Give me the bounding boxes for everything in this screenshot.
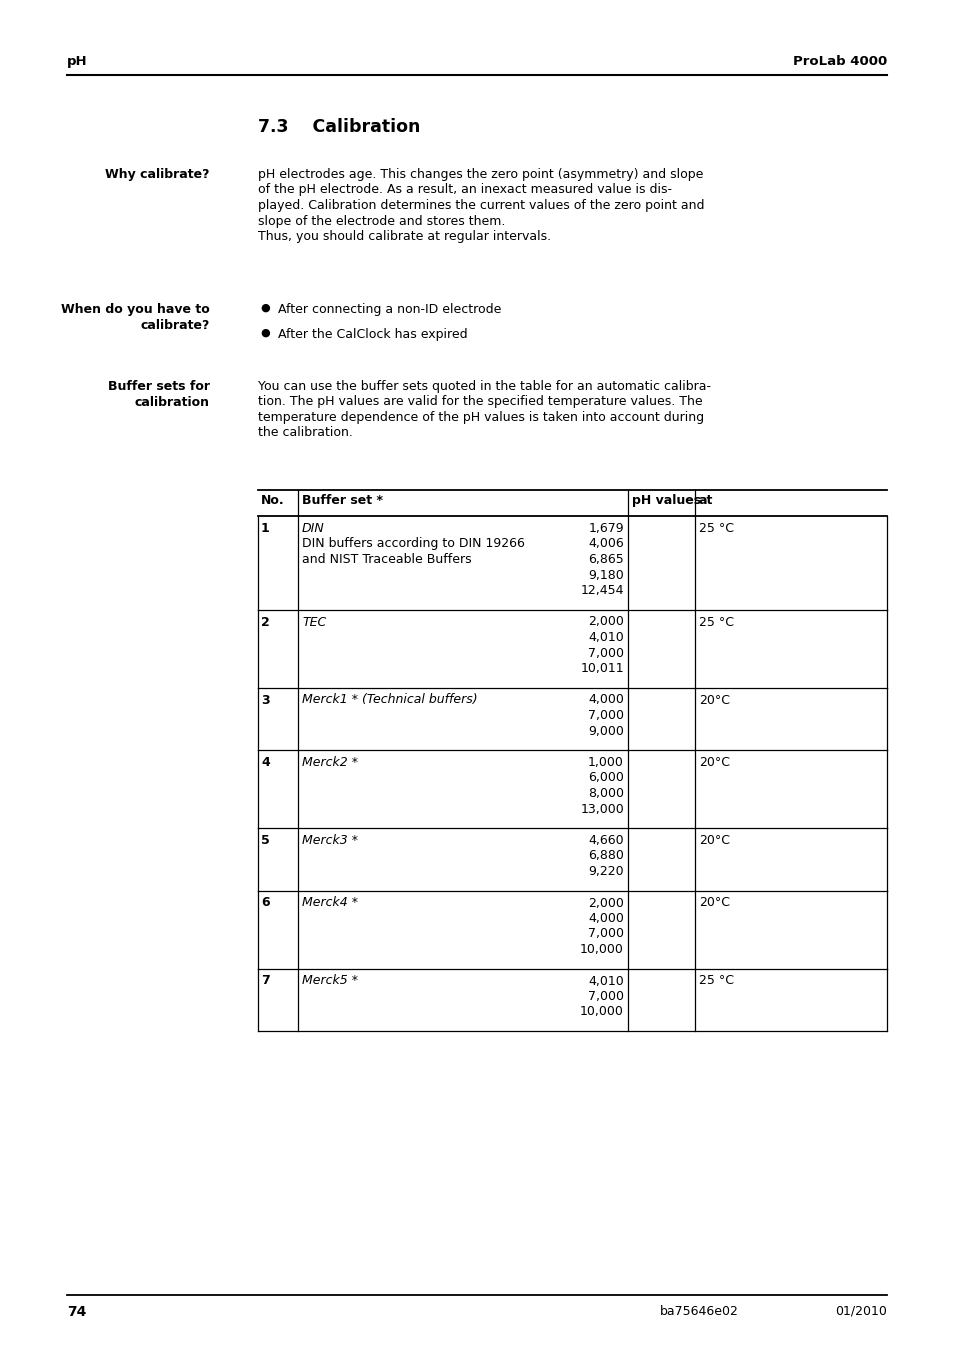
Text: 4,660: 4,660 — [588, 834, 623, 847]
Text: 7: 7 — [261, 974, 270, 988]
Text: Merck5 *: Merck5 * — [302, 974, 357, 988]
Text: 1: 1 — [261, 521, 270, 535]
Text: 1,000: 1,000 — [587, 757, 623, 769]
Text: pH: pH — [67, 55, 88, 68]
Text: 25 °C: 25 °C — [699, 521, 733, 535]
Text: 6,000: 6,000 — [587, 771, 623, 785]
Text: When do you have to: When do you have to — [61, 303, 210, 316]
Text: 20°C: 20°C — [699, 834, 729, 847]
Text: pH electrodes age. This changes the zero point (asymmetry) and slope: pH electrodes age. This changes the zero… — [257, 168, 702, 181]
Text: 1,679: 1,679 — [588, 521, 623, 535]
Text: and NIST Traceable Buffers: and NIST Traceable Buffers — [302, 553, 471, 566]
Text: 7,000: 7,000 — [587, 928, 623, 940]
Text: 4,010: 4,010 — [588, 631, 623, 644]
Text: 6,865: 6,865 — [588, 553, 623, 566]
Text: the calibration.: the calibration. — [257, 427, 353, 439]
Text: 9,220: 9,220 — [588, 865, 623, 878]
Text: DIN buffers according to DIN 19266: DIN buffers according to DIN 19266 — [302, 538, 524, 550]
Text: 10,011: 10,011 — [579, 662, 623, 676]
Text: 9,180: 9,180 — [588, 569, 623, 581]
Text: 01/2010: 01/2010 — [834, 1305, 886, 1319]
Text: pH values: pH values — [631, 494, 700, 507]
Text: calibrate?: calibrate? — [140, 319, 210, 332]
Text: slope of the electrode and stores them.: slope of the electrode and stores them. — [257, 215, 505, 227]
Text: 3: 3 — [261, 693, 270, 707]
Text: DIN: DIN — [302, 521, 324, 535]
Text: ba75646e02: ba75646e02 — [659, 1305, 739, 1319]
Text: 9,000: 9,000 — [587, 724, 623, 738]
Text: Merck4 *: Merck4 * — [302, 897, 357, 909]
Text: ●: ● — [260, 328, 270, 338]
Text: 20°C: 20°C — [699, 757, 729, 769]
Text: at: at — [699, 494, 713, 507]
Text: 25 °C: 25 °C — [699, 974, 733, 988]
Text: Merck3 *: Merck3 * — [302, 834, 357, 847]
Text: Merck2 *: Merck2 * — [302, 757, 357, 769]
Text: 13,000: 13,000 — [579, 802, 623, 816]
Text: 7,000: 7,000 — [587, 647, 623, 659]
Text: 6,880: 6,880 — [587, 850, 623, 862]
Text: 20°C: 20°C — [699, 693, 729, 707]
Text: 12,454: 12,454 — [579, 584, 623, 597]
Text: ProLab 4000: ProLab 4000 — [792, 55, 886, 68]
Text: ●: ● — [260, 303, 270, 313]
Text: 4,000: 4,000 — [587, 693, 623, 707]
Text: 7,000: 7,000 — [587, 990, 623, 1002]
Text: 4,000: 4,000 — [587, 912, 623, 925]
Text: Buffer sets for: Buffer sets for — [108, 380, 210, 393]
Text: 74: 74 — [67, 1305, 87, 1319]
Text: 20°C: 20°C — [699, 897, 729, 909]
Text: played. Calibration determines the current values of the zero point and: played. Calibration determines the curre… — [257, 199, 703, 212]
Text: After the CalClock has expired: After the CalClock has expired — [277, 328, 467, 340]
Text: 10,000: 10,000 — [579, 1005, 623, 1019]
Text: 2,000: 2,000 — [587, 897, 623, 909]
Text: No.: No. — [261, 494, 284, 507]
Text: 7.3    Calibration: 7.3 Calibration — [257, 118, 420, 136]
Text: 8,000: 8,000 — [587, 788, 623, 800]
Text: 5: 5 — [261, 834, 270, 847]
Text: 2,000: 2,000 — [587, 616, 623, 628]
Text: 10,000: 10,000 — [579, 943, 623, 957]
Text: 2: 2 — [261, 616, 270, 628]
Text: 4: 4 — [261, 757, 270, 769]
Text: 25 °C: 25 °C — [699, 616, 733, 628]
Text: Thus, you should calibrate at regular intervals.: Thus, you should calibrate at regular in… — [257, 230, 551, 243]
Text: After connecting a non-ID electrode: After connecting a non-ID electrode — [277, 303, 501, 316]
Text: calibration: calibration — [135, 396, 210, 409]
Text: 7,000: 7,000 — [587, 709, 623, 721]
Text: temperature dependence of the pH values is taken into account during: temperature dependence of the pH values … — [257, 411, 703, 424]
Text: Why calibrate?: Why calibrate? — [106, 168, 210, 181]
Text: TEC: TEC — [302, 616, 326, 628]
Text: 4,006: 4,006 — [588, 538, 623, 550]
Text: tion. The pH values are valid for the specified temperature values. The: tion. The pH values are valid for the sp… — [257, 396, 702, 408]
Text: Buffer set *: Buffer set * — [302, 494, 382, 507]
Text: Merck1 * (Technical buffers): Merck1 * (Technical buffers) — [302, 693, 477, 707]
Text: 6: 6 — [261, 897, 270, 909]
Text: 4,010: 4,010 — [588, 974, 623, 988]
Text: of the pH electrode. As a result, an inexact measured value is dis-: of the pH electrode. As a result, an ine… — [257, 184, 671, 196]
Text: You can use the buffer sets quoted in the table for an automatic calibra-: You can use the buffer sets quoted in th… — [257, 380, 710, 393]
